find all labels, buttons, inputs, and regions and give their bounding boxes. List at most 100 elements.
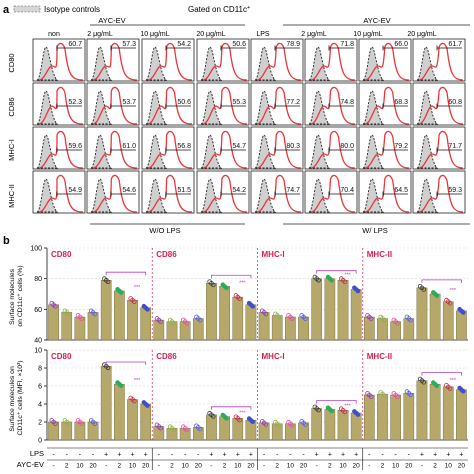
data-point	[66, 421, 71, 426]
column-headers: non 2 μg/mL 10 μg/mL 20 μg/mL LPS 2 μg/m…	[48, 31, 437, 38]
data-point	[79, 316, 84, 321]
histogram-cell: 54.6	[86, 170, 140, 214]
significance-stars: ***	[450, 288, 457, 294]
table-aycev-cell: -	[52, 463, 54, 470]
bar-chart-percent: 40 60 80 100 CD80 *** CD86 *** MHC-I *** MHC-II ***	[30, 246, 468, 345]
table-aycev-cell: 2	[223, 463, 227, 470]
sample-histogram	[147, 130, 193, 169]
table-lps-cell: +	[446, 452, 450, 459]
bar	[166, 321, 178, 341]
table-aycev-cell: 10	[445, 463, 453, 470]
sample-histogram	[38, 174, 84, 213]
b1-ylabel: Surface molecules on CD11c⁺ cells (%)	[9, 265, 24, 326]
table-aycev-cell: 20	[142, 463, 150, 470]
table-aycev-cell: 10	[339, 463, 347, 470]
bar	[311, 408, 323, 441]
isotype-histogram	[200, 134, 223, 169]
isotype-histogram	[200, 46, 223, 81]
data-point	[158, 425, 163, 431]
gate-percentage: 54.2	[177, 41, 191, 48]
table-lps-cell: -	[79, 452, 82, 459]
data-point	[460, 388, 466, 394]
bar	[100, 366, 112, 441]
table-aycev-cell: -	[421, 463, 423, 470]
data-point	[447, 386, 453, 391]
gate-percentage: 59.3	[448, 187, 462, 194]
panel-b-label: b	[3, 235, 10, 247]
data-point	[79, 421, 84, 426]
bar	[442, 301, 454, 341]
isotype-histogram	[362, 46, 385, 81]
bar	[61, 421, 73, 441]
significance-stars: ***	[134, 285, 141, 291]
bar	[87, 421, 99, 441]
histogram-cell: 80.3	[250, 126, 304, 170]
isotype-histogram	[308, 178, 331, 213]
table-lps-cell: +	[433, 452, 437, 459]
data-point	[224, 415, 229, 421]
sample-histogram	[256, 86, 302, 125]
table-lps-cell: -	[394, 452, 397, 459]
gate-percentage: 77.2	[286, 99, 300, 106]
table-lps-cell: -	[289, 452, 292, 459]
isotype-histogram	[308, 46, 331, 81]
gate-percentage: 50.6	[232, 41, 246, 48]
bar	[271, 423, 283, 441]
row-label-mhc-i: MHC-I	[7, 139, 16, 161]
col-header: 20 μg/mL	[407, 31, 436, 38]
significance-bracket	[421, 279, 462, 283]
bar	[114, 290, 125, 341]
table-lps-cell: -	[184, 452, 187, 459]
bar	[48, 304, 59, 341]
bar	[206, 283, 217, 341]
histogram-cell: 50.6	[141, 82, 195, 126]
bar	[337, 280, 349, 341]
sample-histogram	[364, 174, 410, 213]
bar	[390, 321, 401, 341]
condition-table: LPS AYC-EV ---2-10-20+-+2+10+20---2-10-2…	[17, 447, 468, 470]
series-label: CD80	[51, 352, 72, 361]
isotype-histogram	[254, 46, 277, 81]
histogram-cell: 54.2	[196, 170, 250, 214]
table-lps-cell: -	[66, 452, 69, 459]
data-point	[105, 279, 111, 285]
gate-percentage: 74.8	[340, 99, 354, 106]
sample-histogram	[202, 174, 248, 213]
sample-histogram	[147, 174, 193, 213]
bar	[114, 384, 125, 441]
sample-histogram	[92, 86, 138, 125]
gate-percentage: 54.9	[68, 187, 82, 194]
bar	[127, 399, 138, 441]
table-aycev-cell: -	[158, 463, 160, 470]
table-aycev-cell: 10	[129, 463, 137, 470]
bar	[166, 428, 178, 441]
table-lps-cell: +	[130, 452, 134, 459]
data-point	[381, 393, 387, 399]
table-lps-cell: +	[354, 452, 358, 459]
data-point	[132, 398, 137, 404]
gate-percentage: 64.5	[394, 187, 408, 194]
data-point	[421, 287, 427, 292]
gate-percentage: 56.8	[177, 143, 191, 150]
histogram-cell: 60.8	[412, 82, 466, 126]
row-label-cd86: CD86	[7, 97, 16, 116]
sample-histogram	[418, 42, 464, 81]
data-point	[197, 317, 203, 323]
bar	[232, 418, 244, 441]
gate-percentage: 54.7	[232, 143, 246, 150]
gate-percentage: 60.7	[68, 41, 82, 48]
gate-percentage: 68.3	[394, 99, 408, 106]
data-point	[368, 394, 374, 399]
histogram-cell: 78.9	[250, 38, 304, 82]
gate-percentage: 66.0	[394, 41, 408, 48]
sample-histogram	[202, 130, 248, 169]
table-aycev-cell: 20	[405, 463, 413, 470]
data-point	[210, 414, 216, 419]
col-header: 2 μg/mL	[301, 31, 327, 38]
bar	[206, 414, 217, 441]
bar	[403, 393, 415, 441]
data-point	[395, 320, 400, 326]
bar	[416, 287, 428, 341]
table-aycev-cell: 20	[89, 463, 97, 470]
